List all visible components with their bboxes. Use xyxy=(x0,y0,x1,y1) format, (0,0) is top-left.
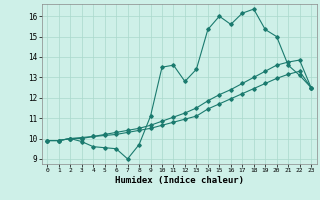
X-axis label: Humidex (Indice chaleur): Humidex (Indice chaleur) xyxy=(115,176,244,185)
